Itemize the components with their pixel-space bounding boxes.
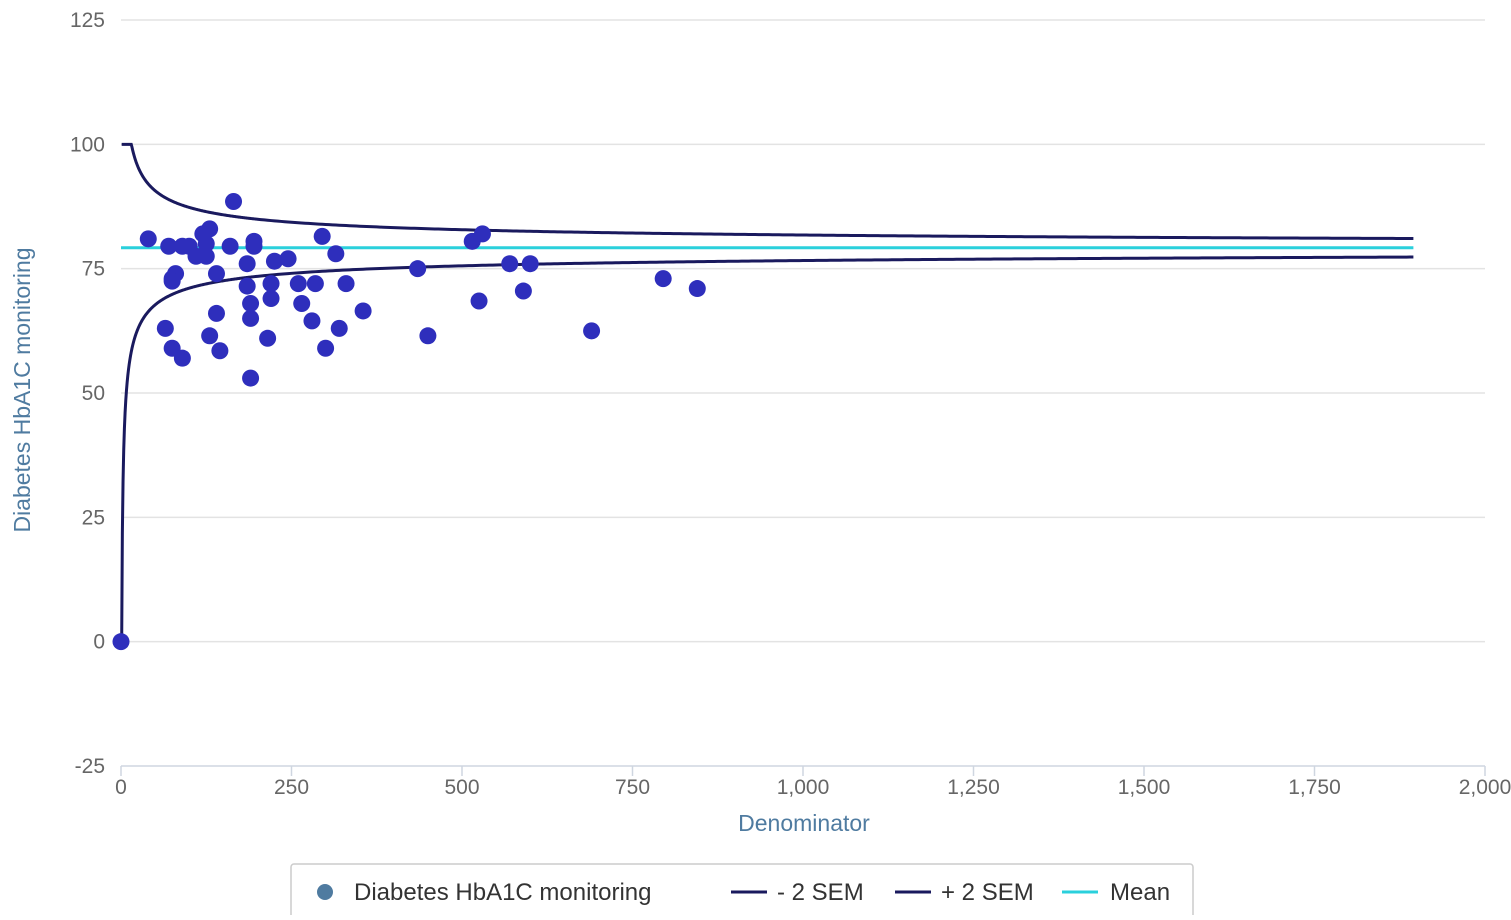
data-point[interactable] — [262, 290, 280, 308]
y-tick-label: 125 — [70, 9, 105, 32]
y-tick-label: 25 — [82, 506, 105, 529]
data-point[interactable] — [654, 270, 672, 288]
y-tick-label: 75 — [82, 258, 105, 281]
legend-label[interactable]: + 2 SEM — [941, 879, 1034, 906]
data-point[interactable] — [313, 227, 331, 245]
data-point[interactable] — [303, 312, 321, 330]
x-tick-label: 250 — [274, 776, 309, 799]
y-axis-title: Diabetes HbA1C monitoring — [9, 247, 35, 532]
data-point[interactable] — [289, 275, 307, 293]
data-point[interactable] — [160, 237, 178, 255]
x-axis-title: Denominator — [738, 810, 870, 836]
y-tick-label: 50 — [82, 382, 105, 405]
data-point[interactable] — [262, 275, 280, 293]
scatter-points — [112, 193, 706, 651]
tick-labels: -25 0 25 50 75 100 125 0 250 500 750 1,000 1,250 1,50… — [70, 9, 1511, 799]
data-point[interactable] — [514, 282, 532, 300]
data-point[interactable] — [197, 247, 215, 265]
legend-items: Diabetes HbA1C monitoring - 2 SEM + 2 SEM M… — [317, 879, 1170, 906]
data-point[interactable] — [409, 260, 427, 278]
legend-label[interactable]: - 2 SEM — [777, 879, 864, 906]
data-point[interactable] — [238, 255, 256, 273]
legend-label[interactable]: Mean — [1110, 879, 1170, 906]
data-point[interactable] — [259, 329, 277, 347]
x-tick-label: 1,000 — [777, 776, 830, 799]
data-point[interactable] — [337, 275, 355, 293]
data-point[interactable] — [317, 339, 335, 357]
y-tick-label: -25 — [75, 755, 105, 778]
x-tick-label: 750 — [615, 776, 650, 799]
legend-marker-hba1c — [317, 884, 333, 900]
data-point[interactable] — [238, 277, 256, 295]
data-point[interactable] — [473, 225, 491, 243]
data-point[interactable] — [245, 237, 263, 255]
data-point[interactable] — [242, 309, 260, 327]
data-point[interactable] — [293, 294, 311, 312]
data-point[interactable] — [225, 193, 243, 211]
data-point[interactable] — [242, 294, 260, 312]
data-point[interactable] — [163, 272, 181, 290]
data-point[interactable] — [521, 255, 539, 273]
y-tick-label: 100 — [70, 133, 105, 156]
data-point[interactable] — [139, 230, 157, 248]
legend: Diabetes HbA1C monitoring - 2 SEM + 2 SEM M… — [290, 863, 1194, 920]
data-point[interactable] — [242, 369, 260, 387]
data-point[interactable] — [201, 327, 219, 345]
data-point[interactable] — [211, 342, 229, 360]
x-tick-label: 1,750 — [1288, 776, 1341, 799]
data-point[interactable] — [173, 349, 191, 367]
data-point[interactable] — [330, 319, 348, 337]
data-point[interactable] — [265, 252, 283, 270]
data-point[interactable] — [279, 250, 297, 268]
data-point[interactable] — [688, 280, 706, 298]
data-point[interactable] — [156, 319, 174, 337]
legend-label[interactable]: Diabetes HbA1C monitoring — [354, 879, 651, 906]
data-point[interactable] — [501, 255, 519, 273]
upper-control-limit-line — [121, 142, 1414, 240]
data-point[interactable] — [583, 322, 601, 340]
grid-lines — [120, 19, 1486, 776]
data-point[interactable] — [112, 633, 130, 651]
data-point[interactable] — [354, 302, 372, 320]
data-point[interactable] — [327, 245, 345, 263]
data-point[interactable] — [201, 220, 219, 238]
x-tick-label: 1,500 — [1118, 776, 1171, 799]
data-point[interactable] — [207, 304, 225, 322]
x-tick-label: 500 — [444, 776, 479, 799]
data-point[interactable] — [306, 275, 324, 293]
x-tick-label: 1,250 — [947, 776, 1000, 799]
x-tick-label: 0 — [115, 776, 127, 799]
data-point[interactable] — [419, 327, 437, 345]
lower-control-limit-line — [120, 255, 1414, 642]
data-point[interactable] — [207, 265, 225, 283]
data-point[interactable] — [197, 235, 215, 253]
y-tick-label: 0 — [93, 631, 105, 654]
data-point[interactable] — [470, 292, 488, 310]
data-point[interactable] — [221, 237, 239, 255]
x-tick-label: 2,000 — [1459, 776, 1511, 799]
